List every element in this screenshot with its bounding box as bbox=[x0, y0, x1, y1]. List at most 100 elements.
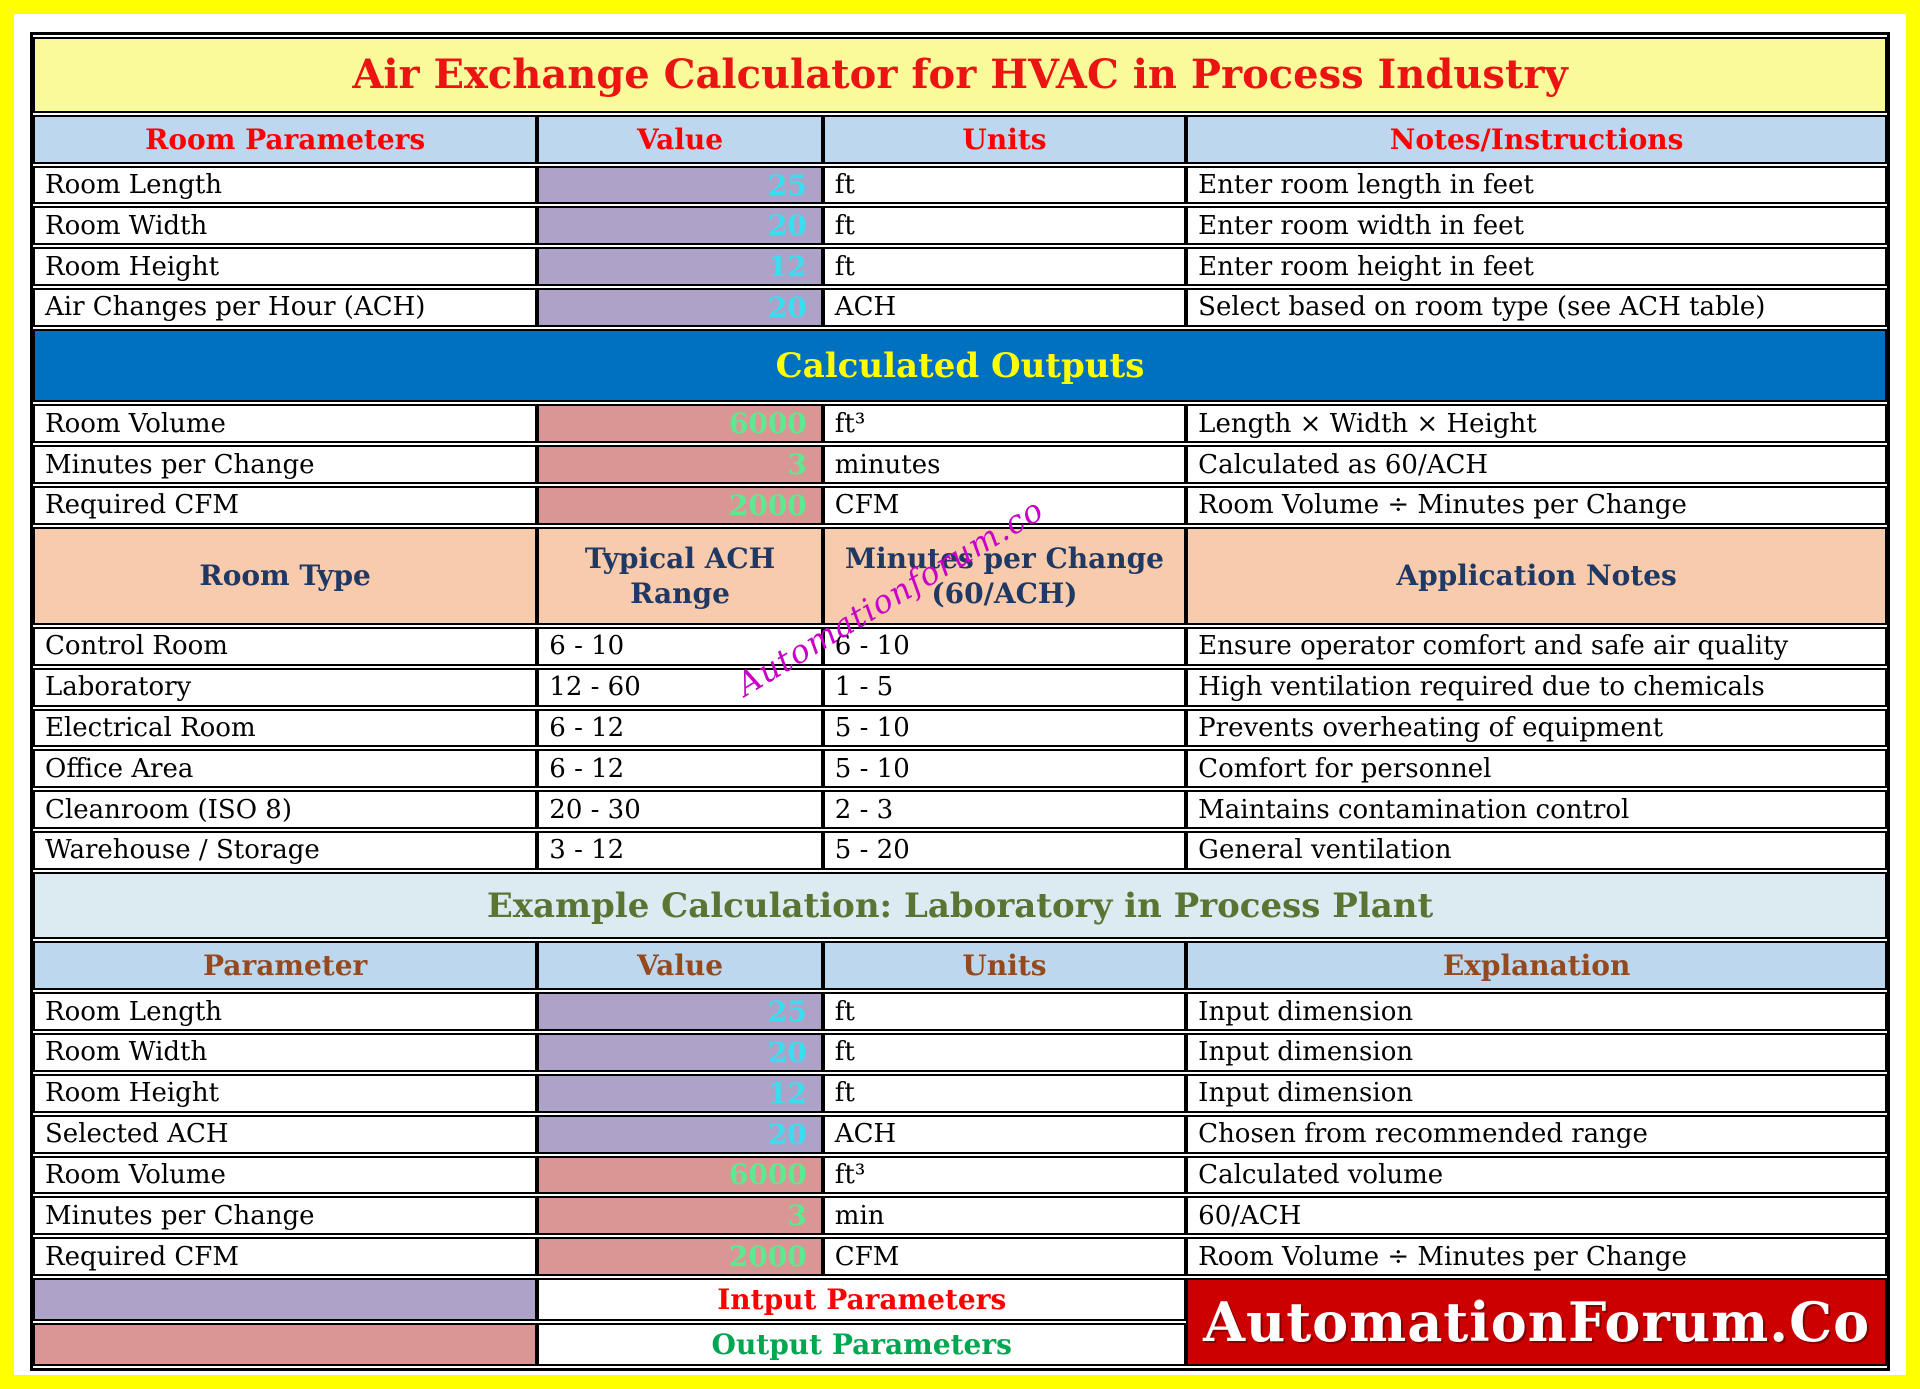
unit-label: ft bbox=[822, 206, 1187, 246]
minutes-range-value: 2 - 3 bbox=[822, 790, 1187, 829]
calculator-table-wrap: Air Exchange Calculator for HVAC in Proc… bbox=[30, 32, 1890, 1371]
col-header-value: Value bbox=[537, 941, 823, 991]
col-header-minutes-per-change: Minutes per Change (60/ACH) bbox=[822, 526, 1187, 625]
required-cfm-output-cell: 2000 bbox=[537, 486, 823, 525]
sheet-panel: Air Exchange Calculator for HVAC in Proc… bbox=[14, 14, 1906, 1375]
ach-range-value: 6 - 10 bbox=[537, 626, 823, 666]
col-header-parameter: Parameter bbox=[33, 941, 538, 991]
ach-range-value: 3 - 12 bbox=[537, 830, 823, 870]
ach-table-header-row: Room Type Typical ACH Range Minutes per … bbox=[33, 526, 1887, 625]
note-label: Length × Width × Height bbox=[1186, 404, 1887, 444]
room-type-label: Laboratory bbox=[33, 667, 538, 707]
room-type-label: Electrical Room bbox=[33, 708, 538, 748]
ach-row-control-room: Control Room 6 - 10 6 - 10 Ensure operat… bbox=[33, 626, 1887, 666]
room-length-input-cell[interactable]: 25 bbox=[537, 165, 823, 205]
automationforum-logo: AutomationForum.Co bbox=[1186, 1277, 1887, 1366]
application-note: General ventilation bbox=[1186, 830, 1887, 870]
note-label: Select based on room type (see ACH table… bbox=[1186, 288, 1887, 327]
param-label: Room Volume bbox=[33, 404, 538, 444]
unit-label: ft bbox=[822, 1033, 1187, 1072]
value-cell: 3 bbox=[537, 1196, 823, 1236]
example-row-minutes-per-change: Minutes per Change 3 min 60/ACH bbox=[33, 1196, 1887, 1236]
note-label: Enter room height in feet bbox=[1186, 247, 1887, 287]
param-label: Room Height bbox=[33, 1073, 538, 1113]
example-banner-row: Example Calculation: Laboratory in Proce… bbox=[33, 871, 1887, 940]
example-header-row: Parameter Value Units Explanation bbox=[33, 941, 1887, 991]
input-color-swatch bbox=[33, 1277, 538, 1321]
value-cell: 20 bbox=[537, 1033, 823, 1072]
ach-range-value: 20 - 30 bbox=[537, 790, 823, 829]
param-label: Room Width bbox=[33, 206, 538, 246]
param-label: Air Changes per Hour (ACH) bbox=[33, 288, 538, 327]
col-header-application-notes: Application Notes bbox=[1186, 526, 1887, 625]
col-header-explanation: Explanation bbox=[1186, 941, 1887, 991]
ach-row-laboratory: Laboratory 12 - 60 1 - 5 High ventilatio… bbox=[33, 667, 1887, 707]
room-height-input-cell[interactable]: 12 bbox=[537, 247, 823, 287]
value-cell: 2000 bbox=[537, 1237, 823, 1276]
col-header-units: Units bbox=[822, 114, 1187, 164]
explanation-label: Input dimension bbox=[1186, 1033, 1887, 1072]
legend-output-row: Output Parameters bbox=[33, 1322, 1887, 1366]
param-label: Minutes per Change bbox=[33, 445, 538, 485]
title-row: Air Exchange Calculator for HVAC in Proc… bbox=[33, 37, 1887, 113]
explanation-label: Input dimension bbox=[1186, 992, 1887, 1032]
unit-label: minutes bbox=[822, 445, 1187, 485]
legend-input-label: Intput Parameters bbox=[537, 1277, 1187, 1321]
explanation-label: Room Volume ÷ Minutes per Change bbox=[1186, 1237, 1887, 1276]
output-row-room-volume: Room Volume 6000 ft³ Length × Width × He… bbox=[33, 404, 1887, 444]
unit-label: ft bbox=[822, 1073, 1187, 1113]
input-row-room-length: Room Length 25 ft Enter room length in f… bbox=[33, 165, 1887, 205]
value-cell: 20 bbox=[537, 1114, 823, 1154]
param-label: Room Volume bbox=[33, 1155, 538, 1195]
input-row-room-height: Room Height 12 ft Enter room height in f… bbox=[33, 247, 1887, 287]
output-row-required-cfm: Required CFM 2000 CFM Room Volume ÷ Minu… bbox=[33, 486, 1887, 525]
unit-label: ACH bbox=[822, 1114, 1187, 1154]
input-row-room-width: Room Width 20 ft Enter room width in fee… bbox=[33, 206, 1887, 246]
room-type-label: Warehouse / Storage bbox=[33, 830, 538, 870]
col-header-room-type: Room Type bbox=[33, 526, 538, 625]
legend-input-row: Intput Parameters AutomationForum.Co bbox=[33, 1277, 1887, 1366]
unit-label: ft bbox=[822, 247, 1187, 287]
minutes-per-change-output-cell: 3 bbox=[537, 445, 823, 485]
ach-range-value: 6 - 12 bbox=[537, 708, 823, 748]
explanation-label: Input dimension bbox=[1186, 1073, 1887, 1113]
param-label: Room Height bbox=[33, 247, 538, 287]
unit-label: ft³ bbox=[822, 1155, 1187, 1195]
note-label: Calculated as 60/ACH bbox=[1186, 445, 1887, 485]
input-row-ach: Air Changes per Hour (ACH) 20 ACH Select… bbox=[33, 288, 1887, 327]
unit-label: ft bbox=[822, 992, 1187, 1032]
ach-input-cell[interactable]: 20 bbox=[537, 288, 823, 327]
param-label: Room Width bbox=[33, 1033, 538, 1072]
ach-row-office-area: Office Area 6 - 12 5 - 10 Comfort for pe… bbox=[33, 749, 1887, 789]
room-width-input-cell[interactable]: 20 bbox=[537, 206, 823, 246]
unit-label: ft bbox=[822, 165, 1187, 205]
room-type-label: Office Area bbox=[33, 749, 538, 789]
room-type-label: Control Room bbox=[33, 626, 538, 666]
ach-range-value: 6 - 12 bbox=[537, 749, 823, 789]
param-label: Selected ACH bbox=[33, 1114, 538, 1154]
note-label: Room Volume ÷ Minutes per Change bbox=[1186, 486, 1887, 525]
minutes-range-value: 6 - 10 bbox=[822, 626, 1187, 666]
room-volume-output-cell: 6000 bbox=[537, 404, 823, 444]
room-type-label: Cleanroom (ISO 8) bbox=[33, 790, 538, 829]
col-header-notes: Notes/Instructions bbox=[1186, 114, 1887, 164]
ach-row-warehouse: Warehouse / Storage 3 - 12 5 - 20 Genera… bbox=[33, 830, 1887, 870]
note-label: Enter room width in feet bbox=[1186, 206, 1887, 246]
ach-row-cleanroom: Cleanroom (ISO 8) 20 - 30 2 - 3 Maintain… bbox=[33, 790, 1887, 829]
unit-label: ft³ bbox=[822, 404, 1187, 444]
unit-label: min bbox=[822, 1196, 1187, 1236]
param-label: Minutes per Change bbox=[33, 1196, 538, 1236]
minutes-range-value: 5 - 10 bbox=[822, 749, 1187, 789]
explanation-label: Calculated volume bbox=[1186, 1155, 1887, 1195]
output-row-minutes-per-change: Minutes per Change 3 minutes Calculated … bbox=[33, 445, 1887, 485]
value-cell: 6000 bbox=[537, 1155, 823, 1195]
example-row-room-volume: Room Volume 6000 ft³ Calculated volume bbox=[33, 1155, 1887, 1195]
input-header-row: Room Parameters Value Units Notes/Instru… bbox=[33, 114, 1887, 164]
minutes-range-value: 1 - 5 bbox=[822, 667, 1187, 707]
explanation-label: Chosen from recommended range bbox=[1186, 1114, 1887, 1154]
explanation-label: 60/ACH bbox=[1186, 1196, 1887, 1236]
param-label: Required CFM bbox=[33, 486, 538, 525]
example-row-room-height: Room Height 12 ft Input dimension bbox=[33, 1073, 1887, 1113]
param-label: Room Length bbox=[33, 165, 538, 205]
value-cell: 25 bbox=[537, 992, 823, 1032]
